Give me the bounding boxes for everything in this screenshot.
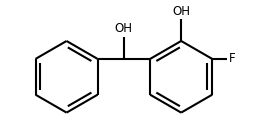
Text: OH: OH: [115, 22, 133, 35]
Text: F: F: [229, 52, 235, 65]
Text: OH: OH: [172, 5, 190, 18]
